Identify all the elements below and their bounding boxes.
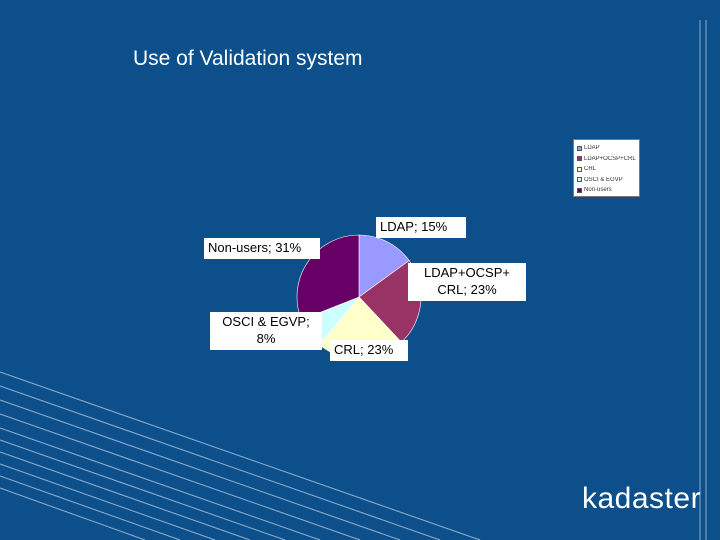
legend-label: OSCI & EGVP [584,176,623,183]
legend-item-0: LDAP [577,143,637,154]
slide-title: Use of Validation system [133,47,363,70]
legend-item-2: CRL [577,164,637,175]
data-label-4-line-0: Non-users; 31% [208,240,302,255]
legend-label: LDAP [584,145,600,152]
kadaster-logo: kadaster [582,482,702,515]
legend-label: Non-users [584,187,612,194]
data-label-1-line-1: CRL; 23% [437,282,497,297]
legend-item-4: Non-users [577,185,637,196]
legend-swatch [577,156,582,162]
legend-label: LDAP+OCSP+CRL [584,155,636,162]
legend-swatch [577,166,582,172]
chart-legend: LDAP LDAP+OCSP+CRL CRL OSCI & EGVP Non-users [573,139,640,197]
data-label-3-line-0: OSCI & EGVP; [222,314,309,329]
data-label-bg-2 [330,340,408,361]
pie-slice-0 [358,234,410,298]
legend-swatch [577,187,582,193]
data-label-bg-1 [408,263,526,301]
data-label-2-line-0: CRL; 23% [334,342,394,357]
data-label-bg-0 [376,217,466,238]
data-label-1-line-0: LDAP+OCSP+ [424,265,510,280]
legend-item-1: LDAP+OCSP+CRL [577,154,637,165]
legend-swatch [577,145,582,151]
legend-item-3: OSCI & EGVP [577,175,637,186]
legend-label: CRL [584,166,597,173]
data-label-bg-4 [204,238,320,259]
data-label-3-line-1: 8% [257,331,276,346]
data-label-0-line-0: LDAP; 15% [380,219,448,234]
legend-swatch [577,177,582,183]
data-label-bg-3 [210,312,322,350]
